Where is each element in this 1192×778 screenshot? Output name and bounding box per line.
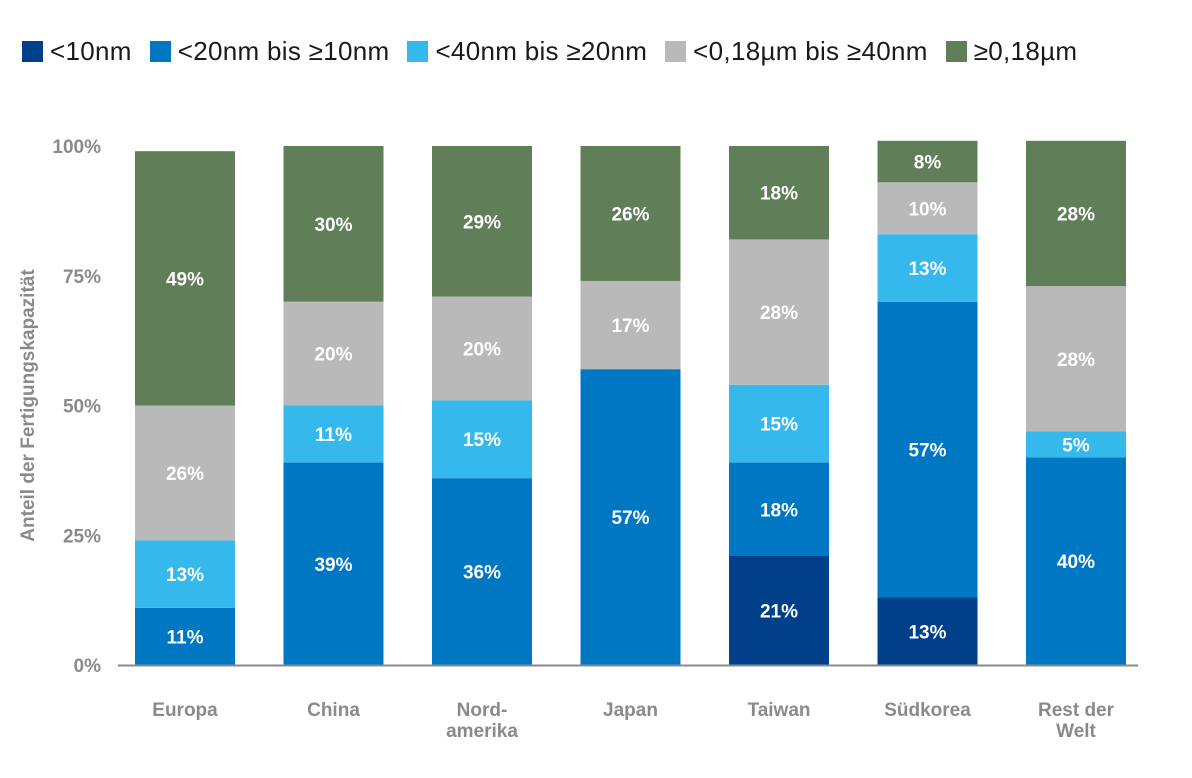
bar-segment <box>729 556 829 665</box>
bar-segment <box>135 607 235 665</box>
data-label: 10% <box>908 199 946 220</box>
bar-segment <box>1026 431 1126 458</box>
data-label: 26% <box>611 204 649 225</box>
bar-segment <box>1026 286 1126 432</box>
bar-segment <box>135 151 235 406</box>
bar-segment <box>432 296 532 401</box>
x-category-label: Welt <box>1056 721 1096 742</box>
legend-item: <20nm bis ≥10nm <box>149 35 390 67</box>
legend-swatch <box>407 40 429 62</box>
data-label: 8% <box>914 153 942 174</box>
data-label: 20% <box>314 345 352 366</box>
data-label: 39% <box>314 555 352 576</box>
data-label: 28% <box>1057 350 1095 371</box>
bar-segment <box>1026 457 1126 665</box>
legend-label: <40nm bis ≥20nm <box>435 35 648 66</box>
data-label: 21% <box>760 602 798 623</box>
x-category-label: Europa <box>152 700 218 721</box>
data-label: 18% <box>760 500 798 521</box>
y-tick-label: 100% <box>52 137 101 158</box>
bar-segment <box>877 234 978 302</box>
legend-item: <0,18µm bis ≥40nm <box>665 36 928 67</box>
data-label: 36% <box>463 563 501 584</box>
data-label: 28% <box>760 303 798 324</box>
data-label: 49% <box>166 269 204 290</box>
bar-segment <box>580 369 681 665</box>
data-label: 57% <box>611 508 649 529</box>
y-axis-label: Anteil der Fertigungskapazität <box>18 269 39 542</box>
data-label: 13% <box>166 565 204 586</box>
x-category-label: Rest der <box>1038 700 1115 721</box>
legend-label: <0,18µm bis ≥40nm <box>693 35 928 66</box>
bar-segment <box>283 462 384 665</box>
bar-segment <box>580 280 681 370</box>
bar-segment <box>135 405 235 541</box>
legend-swatch <box>945 40 967 62</box>
legend-label: <20nm bis ≥10nm <box>177 35 390 66</box>
data-label: 15% <box>760 415 798 436</box>
bar-segment <box>135 540 235 608</box>
bar-segment <box>432 478 532 665</box>
x-category-label: Nord- <box>457 700 508 721</box>
legend-label: <10nm <box>50 35 132 66</box>
y-tick-label: 50% <box>63 397 101 418</box>
data-label: 18% <box>760 184 798 205</box>
x-category-label: China <box>307 700 360 721</box>
y-tick-label: 0% <box>74 656 102 677</box>
bar-segment <box>580 146 681 281</box>
data-label: 5% <box>1062 435 1090 456</box>
data-label: 13% <box>908 259 946 280</box>
data-label: 28% <box>1057 204 1095 225</box>
y-tick-label: 75% <box>63 267 101 288</box>
data-label: 11% <box>315 425 352 446</box>
legend-item: <40nm bis ≥20nm <box>407 36 647 67</box>
bar-segment <box>283 146 384 302</box>
bar-segment <box>1026 140 1126 287</box>
data-label: 11% <box>167 627 204 648</box>
data-label: 20% <box>463 339 501 360</box>
data-label: 15% <box>463 430 501 451</box>
x-category-label: Taiwan <box>748 700 811 721</box>
bar-segment <box>729 462 829 557</box>
x-category-label: Südkorea <box>884 700 971 721</box>
bar-segment <box>877 597 978 665</box>
legend-swatch <box>22 40 43 62</box>
data-label: 57% <box>908 441 946 462</box>
x-category-label: Japan <box>603 700 658 721</box>
bar-segment <box>283 301 384 406</box>
legend-item: <10nm <box>22 36 132 67</box>
y-tick-label: 25% <box>63 526 101 547</box>
bar-segment <box>432 146 532 297</box>
legend-label: ≥0,18µm <box>973 35 1078 66</box>
bar-segment <box>283 405 384 463</box>
bar-segment <box>877 301 978 598</box>
data-label: 13% <box>908 622 946 643</box>
data-label: 30% <box>314 215 352 236</box>
data-label: 26% <box>166 464 204 485</box>
bar-segment <box>729 239 829 385</box>
bar-segment <box>877 140 978 183</box>
bar-segment <box>877 182 978 235</box>
chart-legend: <10nm <20nm bis ≥10nm <40nm bis ≥20nm <0,18… <box>22 34 1095 68</box>
data-label: 40% <box>1057 552 1095 573</box>
legend-item: ≥0,18µm <box>945 35 1078 67</box>
data-label: 29% <box>463 212 501 233</box>
legend-swatch <box>149 40 171 62</box>
x-category-label: amerika <box>446 721 518 742</box>
bar-segment <box>432 400 532 479</box>
data-label: 17% <box>611 316 649 337</box>
bar-segment <box>729 146 829 240</box>
bar-segment <box>729 384 829 463</box>
legend-swatch <box>665 40 687 62</box>
